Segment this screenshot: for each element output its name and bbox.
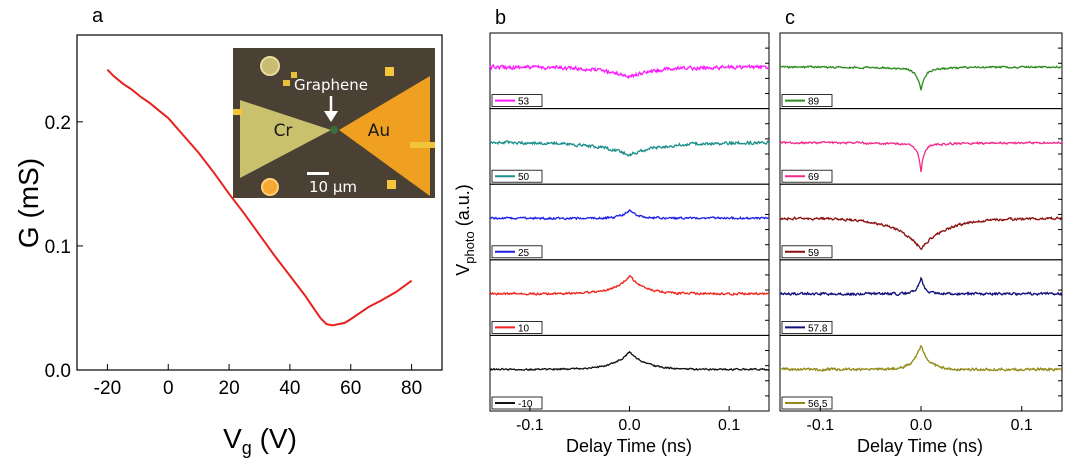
legend-69: 69 [781, 169, 833, 183]
x-tick-label: 20 [219, 378, 240, 399]
y-axis-title-v: V [453, 264, 473, 276]
cr-electrode [240, 100, 331, 178]
panel-a-frame [76, 34, 443, 371]
trace-53 [489, 63, 770, 80]
legend-box [491, 169, 543, 183]
trace-57.8 [779, 276, 1063, 297]
x-tick-label: 0 [163, 378, 174, 399]
inset-scale-label: 10 μm [309, 178, 357, 196]
trace--10 [489, 350, 770, 372]
legend-box [491, 245, 543, 259]
legend-59: 59 [781, 245, 833, 259]
x-axis-title-unit: (V) [252, 423, 297, 454]
panel-label-a: a [92, 5, 104, 27]
x-tick-label: 60 [340, 378, 361, 399]
photo-y-axis-title: Vphoto (a.u.) [453, 184, 477, 276]
trace-50 [489, 139, 770, 158]
legend-label: 50 [518, 172, 530, 183]
legend-25: 25 [491, 245, 543, 259]
legend-box [781, 320, 833, 334]
legend-label: 89 [808, 97, 820, 108]
legend-box [781, 396, 833, 410]
legend-box [491, 320, 543, 334]
legend-label: 69 [808, 172, 820, 183]
legend-box [491, 94, 543, 107]
panel-c-photovoltage-traces: 89 69 59 57.8 56.5 -0.1 0.0 0.1 Delay Time (ns… [779, 32, 1063, 456]
legend-box [781, 245, 833, 259]
marker-top-left-1 [283, 80, 290, 86]
device-micrograph-inset: Graphene Cr Au 10 μm [233, 48, 435, 198]
legend-box [781, 94, 833, 107]
graphene-flake [330, 126, 338, 134]
panel-b-x-ticks: -0.1 0.0 0.1 [516, 406, 740, 434]
scale-bar [307, 172, 329, 175]
panel-c-x-ticks: -0.1 0.0 0.1 [806, 406, 1033, 434]
legend-10: 10 [491, 320, 543, 334]
x-tick-label: -0.1 [806, 417, 834, 434]
legend-57.8: 57.8 [781, 320, 833, 334]
trace-10 [489, 274, 770, 296]
x-axis-title-v: V [223, 423, 242, 454]
trace-89 [779, 65, 1063, 91]
panel-b-x-axis-title: Delay Time (ns) [566, 436, 692, 456]
legend--10: -10 [491, 396, 543, 410]
panel-a-y-axis-title: G (mS) [13, 158, 44, 248]
panel-label-b: b [495, 7, 506, 29]
panel-label-c: c [785, 7, 795, 29]
cr-lead [233, 109, 242, 115]
bond-pad-bottom-left [261, 178, 279, 196]
y-tick-label: 0.1 [45, 237, 71, 258]
au-electrode [339, 76, 430, 196]
panel-b-photovoltage-traces: 53 50 25 10 -10 -0.1 0.0 0.1 Delay Time (ns) [489, 32, 770, 456]
arrow-icon [324, 111, 338, 122]
x-tick-label: -20 [94, 378, 121, 399]
au-lead [410, 142, 435, 148]
legend-label: 25 [518, 248, 530, 259]
legend-label: 59 [808, 248, 820, 259]
y-axis-title-unit: (a.u.) [453, 184, 473, 231]
panel-c-x-axis-title: Delay Time (ns) [857, 436, 983, 456]
x-tick-label: 0.0 [618, 417, 640, 434]
legend-label: 53 [518, 97, 530, 108]
y-axis-title-sub: photo [462, 231, 477, 264]
panel-a-ticks: -20 0 20 40 60 80 0.0 0.1 0.2 [45, 113, 423, 399]
x-tick-label: 0.0 [910, 417, 932, 434]
x-tick-label: 0.1 [1011, 417, 1033, 434]
trace-56.5 [779, 344, 1063, 372]
trace-59 [779, 216, 1063, 250]
panel-a-x-axis-title: Vg (V) [223, 423, 297, 458]
marker-top-left-2 [291, 72, 297, 78]
x-tick-label: 80 [401, 378, 422, 399]
legend-label: 56.5 [808, 399, 828, 410]
legend-label: 57.8 [808, 323, 828, 334]
legend-50: 50 [491, 169, 543, 183]
panel-a-conductance-plot: -20 0 20 40 60 80 0.0 0.1 0.2 G (mS) Vg (V) Grap… [13, 34, 443, 458]
legend-53: 53 [491, 94, 543, 108]
x-tick-label: -0.1 [516, 417, 544, 434]
x-tick-label: 0.1 [718, 417, 740, 434]
y-tick-label: 0.2 [45, 113, 71, 134]
inset-label-au: Au [368, 121, 390, 141]
y-tick-label: 0.0 [45, 361, 71, 382]
marker-bottom-right [387, 180, 396, 189]
legend-89: 89 [781, 94, 833, 108]
inset-label-cr: Cr [274, 121, 293, 141]
x-axis-title-sub: g [242, 438, 252, 458]
panel-b-stack: 53 50 25 10 -10 [489, 32, 770, 412]
legend-box [781, 169, 833, 183]
marker-top-right [385, 67, 394, 76]
inset-label-graphene: Graphene [294, 76, 368, 94]
legend-label: -10 [518, 399, 533, 410]
trace-25 [489, 209, 770, 221]
x-tick-label: 40 [279, 378, 300, 399]
legend-label: 10 [518, 323, 530, 334]
conductance-curve [106, 68, 413, 327]
trace-69 [779, 140, 1063, 173]
legend-56.5: 56.5 [781, 396, 833, 410]
bond-pad-top-left [260, 56, 280, 76]
panel-c-stack: 89 69 59 57.8 56.5 [779, 32, 1063, 412]
